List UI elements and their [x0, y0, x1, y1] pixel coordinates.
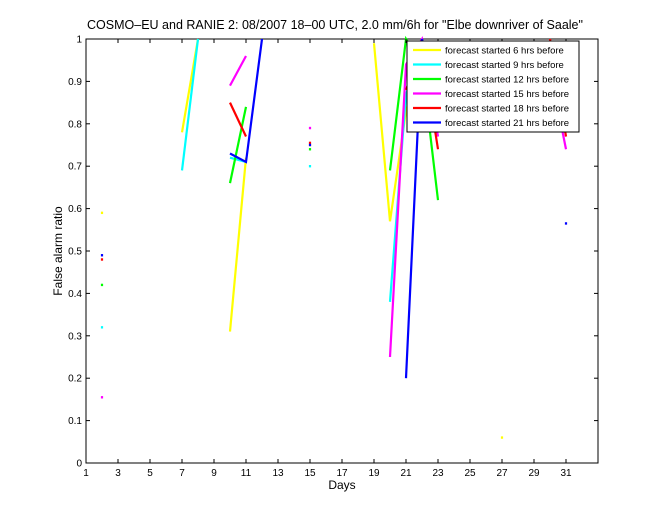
x-tick-label: 11	[241, 468, 252, 479]
series-line	[228, 157, 248, 332]
series-line	[228, 106, 248, 184]
series-line	[180, 38, 200, 171]
y-tick-label: 0.7	[68, 162, 82, 173]
x-tick-label: 17	[336, 468, 348, 479]
x-tick-label: 7	[179, 468, 185, 479]
legend: forecast started 6 hrs before forecast st…	[406, 40, 580, 133]
y-tick-label: 1	[76, 35, 82, 46]
x-tick-label: 25	[464, 468, 476, 479]
y-tick-label: 0.4	[68, 289, 82, 300]
y-tick-label: 0.2	[68, 374, 82, 385]
legend-label: forecast started 21 hrs before	[445, 118, 569, 129]
x-tick-label: 1	[83, 468, 89, 479]
legend-label: forecast started 9 hrs before	[445, 60, 564, 71]
x-tick-label: 23	[432, 468, 444, 479]
series-line	[229, 38, 264, 164]
y-tick-label: 0.5	[68, 247, 82, 258]
x-tick-label: 13	[272, 468, 284, 479]
x-tick-label: 21	[400, 468, 412, 479]
axis-layer: 1 3 5 7 9 11 13 15 17 19 21 23 25 27 29 3100.10.20.30.4…	[68, 35, 598, 479]
x-tick-label: 15	[304, 468, 316, 479]
x-tick-label: 5	[147, 468, 153, 479]
legend-label: forecast started 12 hrs before	[445, 75, 569, 86]
x-tick-label: 27	[496, 468, 508, 479]
series-line	[229, 55, 247, 87]
legend-label: forecast started 15 hrs before	[445, 89, 569, 100]
series-line	[229, 102, 247, 137]
x-axis-label: Days	[328, 478, 355, 492]
legend-label: forecast started 6 hrs before	[445, 46, 564, 57]
legend-label: forecast started 18 hrs before	[445, 104, 569, 115]
x-tick-label: 3	[115, 468, 121, 479]
x-tick-label: 9	[211, 468, 217, 479]
x-tick-label: 19	[368, 468, 380, 479]
x-tick-label: 29	[528, 468, 540, 479]
y-tick-label: 0.1	[68, 416, 82, 427]
y-tick-label: 0.9	[68, 77, 82, 88]
legend-box	[406, 40, 580, 133]
chart-title: COSMO–EU and RANIE 2: 08/2007 18–00 UTC,…	[87, 18, 583, 32]
y-tick-label: 0.6	[68, 204, 82, 215]
y-axis-label: False alarm ratio	[51, 206, 65, 296]
y-tick-label: 0.8	[68, 119, 82, 130]
x-tick-label: 31	[560, 468, 572, 479]
y-tick-label: 0	[76, 459, 82, 470]
y-tick-label: 0.3	[68, 331, 82, 342]
